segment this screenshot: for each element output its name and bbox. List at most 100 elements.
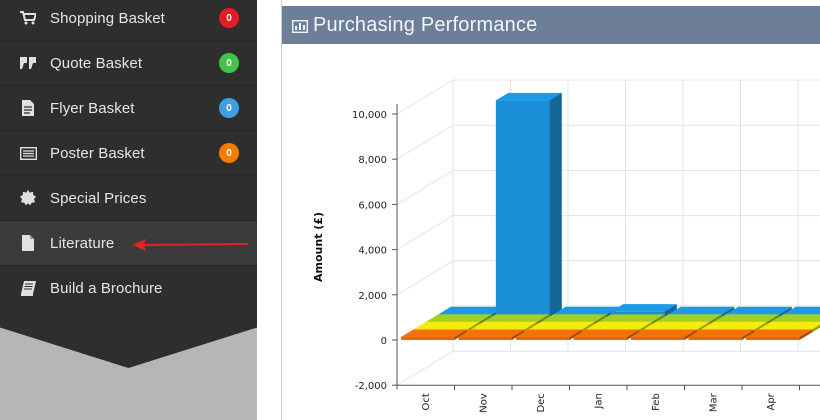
bar-top xyxy=(725,306,792,315)
sidebar-item-label: Build a Brochure xyxy=(50,280,163,297)
bar xyxy=(516,337,570,340)
bar-top xyxy=(528,321,595,330)
bar-top xyxy=(668,306,735,315)
bar-top xyxy=(516,329,582,337)
x-tick-label: Dec xyxy=(536,393,547,412)
y-axis-title: Amount (£) xyxy=(312,212,325,282)
purchasing-chart: -2,000 0 2,000 4,000 6,000 8,000 10,000 Amount … xyxy=(312,79,820,413)
sidebar-item-label: Flyer Basket xyxy=(50,99,135,117)
bar xyxy=(746,337,800,340)
y-tick-label: 4,000 xyxy=(358,246,387,257)
bar xyxy=(573,337,627,340)
bar-top xyxy=(573,329,640,337)
bar-top xyxy=(700,321,767,330)
sidebar-item-special-prices[interactable]: Special Prices xyxy=(0,176,257,221)
panel-header: Purchasing Performance xyxy=(282,6,820,44)
bar xyxy=(458,337,512,340)
bar-side xyxy=(811,324,820,333)
y-tick-label: 0 xyxy=(381,336,387,347)
book-icon xyxy=(19,280,37,298)
purchasing-performance-panel: Purchasing Performance -2,000 0 2,000 4,000… xyxy=(281,0,820,420)
pointer-arrow-icon xyxy=(132,239,249,251)
y-tick-label: 2,000 xyxy=(358,291,387,302)
bar-top xyxy=(713,314,780,322)
bar-side xyxy=(569,329,582,340)
bar-top xyxy=(770,314,820,322)
bar-side xyxy=(742,329,755,340)
sidebar: Shopping Basket 0 Quote Basket 0 Flyer B… xyxy=(0,0,257,420)
gridline xyxy=(396,350,454,386)
y-tick-label: 8,000 xyxy=(358,155,387,166)
bar-top xyxy=(413,321,480,330)
bar-side xyxy=(536,314,550,325)
y-tick-label: 6,000 xyxy=(358,200,387,211)
x-tick-label: Jan xyxy=(594,393,605,409)
document-icon xyxy=(19,99,37,117)
bar-side xyxy=(799,329,812,340)
bar-side xyxy=(721,306,735,318)
bar-top xyxy=(425,314,492,322)
x-tick-label: Feb xyxy=(651,393,662,411)
bar-side xyxy=(466,321,480,333)
bar-top xyxy=(610,304,677,312)
bar-side xyxy=(479,314,492,325)
bar-side xyxy=(512,329,525,340)
bar-side xyxy=(651,314,665,325)
sidebar-item-build-a-brochure[interactable]: Build a Brochure xyxy=(0,266,257,311)
cart-icon xyxy=(19,9,37,27)
chart-bars xyxy=(401,92,820,340)
x-tick-label: Nov xyxy=(479,393,490,413)
sidebar-item-label: Quote Basket xyxy=(50,54,143,72)
bar-side xyxy=(754,321,767,333)
starburst-icon xyxy=(19,189,37,207)
x-tick-label: Apr xyxy=(766,392,777,410)
bar-top xyxy=(553,306,620,315)
panel-title: Purchasing Performance xyxy=(313,14,538,36)
sidebar-item-label: Poster Basket xyxy=(50,144,145,162)
gridline xyxy=(396,124,454,160)
bar-side xyxy=(594,314,607,325)
bar-side xyxy=(627,329,640,340)
x-tick-label: Oct xyxy=(421,393,432,410)
file-icon xyxy=(19,234,37,252)
bar-top xyxy=(688,329,755,337)
y-tick-label: 10,000 xyxy=(352,110,387,121)
bar xyxy=(688,337,742,340)
sidebar-item-quote-basket[interactable]: Quote Basket 0 xyxy=(0,41,257,86)
bar xyxy=(631,337,685,340)
gridline xyxy=(396,79,454,115)
y-tick-label: -2,000 xyxy=(355,381,387,392)
chart-icon xyxy=(292,20,308,33)
bar-top xyxy=(458,329,525,337)
bar-top xyxy=(470,321,537,330)
chart-axes: -2,000 0 2,000 4,000 6,000 8,000 10,000 Amount … xyxy=(312,104,820,413)
bar-side xyxy=(779,306,792,318)
bar-side xyxy=(696,321,710,333)
bar-top xyxy=(495,92,562,101)
bar-side xyxy=(684,329,697,340)
bar-top xyxy=(746,329,812,337)
sidebar-item-shopping-basket[interactable]: Shopping Basket 0 xyxy=(0,0,257,41)
x-tick-label: Mar xyxy=(709,392,720,412)
bar-top xyxy=(758,321,820,330)
sidebar-item-label: Shopping Basket xyxy=(50,9,165,27)
gridline xyxy=(396,215,454,251)
gridline xyxy=(396,260,454,296)
bar-side xyxy=(549,92,562,318)
sidebar-item-poster-basket[interactable]: Poster Basket 0 xyxy=(0,131,257,176)
bar-top xyxy=(401,329,467,337)
bar-top xyxy=(655,314,722,322)
bar-top xyxy=(585,321,652,330)
bar-side xyxy=(581,321,595,333)
bar xyxy=(495,100,550,318)
count-badge: 0 xyxy=(219,98,239,118)
sidebar-item-flyer-basket[interactable]: Flyer Basket 0 xyxy=(0,86,257,131)
bar-side xyxy=(664,304,677,318)
bar-top xyxy=(438,306,505,315)
bar-side xyxy=(524,321,537,333)
sidebar-item-label: Literature xyxy=(50,234,115,252)
count-badge: 0 xyxy=(219,143,239,163)
bar-side xyxy=(454,329,467,340)
bar-side xyxy=(766,314,780,325)
bar-top xyxy=(483,314,550,322)
